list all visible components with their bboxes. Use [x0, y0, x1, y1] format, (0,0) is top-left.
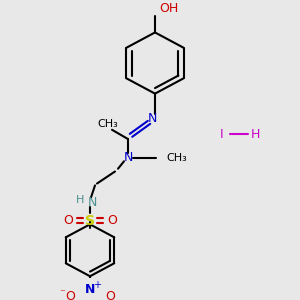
Text: O: O: [105, 290, 115, 300]
Text: O: O: [107, 214, 117, 227]
Text: O: O: [63, 214, 73, 227]
Text: H: H: [76, 195, 84, 205]
Text: N: N: [87, 196, 97, 208]
Text: CH₃: CH₃: [166, 153, 187, 163]
Text: N: N: [123, 151, 133, 164]
Text: OH: OH: [159, 2, 178, 15]
Text: N: N: [147, 112, 157, 125]
Text: +: +: [93, 280, 101, 290]
Text: CH₃: CH₃: [98, 119, 118, 129]
Text: O: O: [65, 290, 75, 300]
Text: ⁻: ⁻: [59, 288, 65, 298]
Text: S: S: [85, 214, 95, 228]
Text: I: I: [220, 128, 224, 141]
Text: N: N: [85, 283, 95, 296]
Text: H: H: [250, 128, 260, 141]
